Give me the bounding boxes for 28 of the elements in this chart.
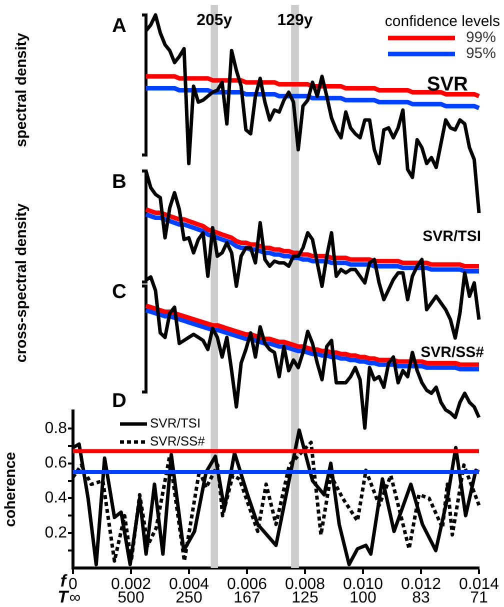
legend-label: 99% [466,29,496,46]
annotation: SVR [426,74,469,96]
text: 83 [412,589,430,606]
legend-label: 95% [466,45,496,62]
text: 250 [176,589,202,606]
legend-title: confidence levels [384,13,500,30]
text: 167 [234,589,260,606]
chart-title: A [112,15,126,37]
band-label: 205y [196,12,232,29]
annotation: SVR/TSI [422,228,481,246]
y-axis-title: coherence [2,452,20,528]
legend-label: SVR/SS# [150,434,206,449]
y-axis-title: cross-spectral density [13,202,30,363]
y-tick-label: 0.8 [44,420,68,437]
y-tick-label: 0.4 [44,490,68,507]
y-tick-label: 0.2 [44,524,68,542]
chart-title: C [112,281,126,303]
text: 71 [470,589,488,606]
band-label: 129y [277,12,313,29]
chart-title: B [112,171,126,193]
text: 100 [350,589,376,606]
chart-title: D [112,390,126,412]
text: 125 [292,589,318,606]
y-axis-title: spectral density [13,32,30,148]
y-tick-label: 0.6 [44,454,68,472]
text: 500 [118,589,144,606]
annotation: SVR/SS# [420,344,485,362]
legend-label: SVR/TSI [150,416,201,431]
